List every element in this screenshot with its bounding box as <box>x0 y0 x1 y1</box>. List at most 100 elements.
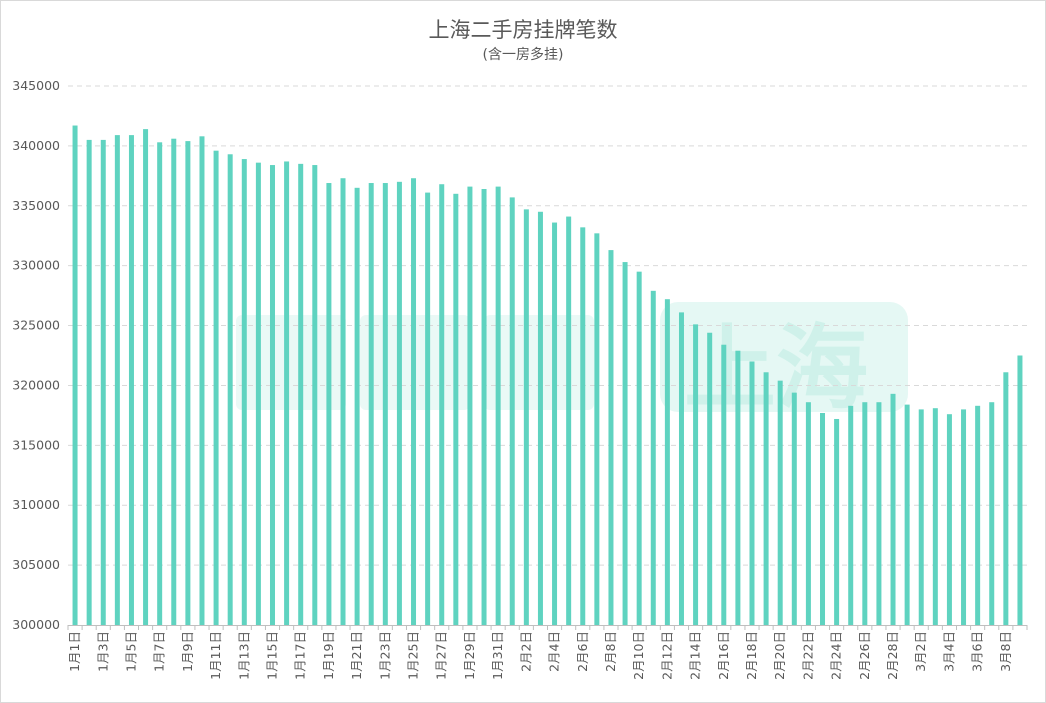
x-tick-label: 2月16日 <box>716 631 731 680</box>
y-tick-label: 320000 <box>12 377 60 392</box>
bar <box>354 187 360 625</box>
bar <box>693 324 699 625</box>
bar <box>143 129 149 625</box>
x-tick-label: 1月1日 <box>67 631 82 672</box>
x-tick-label: 2月8日 <box>603 631 618 672</box>
x-tick-label: 2月6日 <box>575 631 590 672</box>
bar <box>425 192 431 625</box>
bar <box>269 165 275 626</box>
bar <box>467 186 473 626</box>
bar <box>622 262 628 625</box>
bar <box>114 135 120 626</box>
bar <box>707 332 713 625</box>
chart-title: 上海二手房挂牌笔数 <box>428 18 618 42</box>
x-tick-label: 2月20日 <box>772 631 787 680</box>
x-tick-label: 2月18日 <box>744 631 759 680</box>
x-tick-label: 3月6日 <box>970 631 985 672</box>
y-tick-label: 340000 <box>12 138 60 153</box>
x-tick-label: 2月2日 <box>518 631 533 672</box>
x-tick-label: 1月25日 <box>406 631 421 680</box>
bar <box>326 183 332 625</box>
x-tick-label: 1月23日 <box>377 631 392 680</box>
x-tick-label: 2月4日 <box>547 631 562 672</box>
x-tick-label: 2月10日 <box>631 631 646 680</box>
bar <box>763 372 769 625</box>
bar <box>340 178 346 626</box>
x-tick-label: 3月4日 <box>941 631 956 672</box>
x-tick-label: 1月19日 <box>321 631 336 680</box>
bar <box>834 418 840 625</box>
y-tick-label: 300000 <box>12 617 60 632</box>
bar <box>777 380 783 625</box>
bar <box>735 350 741 625</box>
x-tick-label: 1月29日 <box>462 631 477 680</box>
chart-subtitle: (含一房多挂) <box>482 47 564 63</box>
x-tick-label: 2月12日 <box>659 631 674 680</box>
bar <box>566 216 572 625</box>
bar <box>636 271 642 625</box>
bar <box>298 163 304 626</box>
bar <box>411 178 417 626</box>
x-tick-label: 1月27日 <box>434 631 449 680</box>
bar <box>495 186 501 626</box>
y-tick-label: 315000 <box>12 437 60 452</box>
bar <box>171 138 177 625</box>
bar <box>890 393 896 625</box>
bar <box>721 344 727 625</box>
watermark-text: 上海 <box>684 315 868 422</box>
bar <box>904 404 910 625</box>
x-tick-label: 2月26日 <box>857 631 872 680</box>
bar <box>876 402 882 625</box>
bar <box>678 312 684 625</box>
x-tick-label: 3月8日 <box>998 631 1013 672</box>
bar <box>552 222 558 626</box>
y-tick-label: 345000 <box>12 78 60 93</box>
bar <box>961 409 967 625</box>
x-tick-label: 2月22日 <box>800 631 815 680</box>
bar <box>481 189 487 625</box>
x-tick-label: 1月17日 <box>293 631 308 680</box>
bar <box>368 183 374 625</box>
y-tick-label: 330000 <box>12 258 60 273</box>
bar <box>213 150 219 625</box>
bar <box>284 161 290 625</box>
y-tick-label: 310000 <box>12 497 60 512</box>
y-tick-label: 335000 <box>12 198 60 213</box>
bar <box>805 402 811 625</box>
x-tick-label: 1月5日 <box>123 631 138 672</box>
bar <box>918 409 924 625</box>
bar <box>946 414 952 625</box>
bar <box>312 165 318 626</box>
bar <box>594 233 600 625</box>
x-tick-label: 1月7日 <box>152 631 167 672</box>
x-tick-label: 1月21日 <box>349 631 364 680</box>
bar <box>608 250 614 625</box>
bar <box>453 193 459 626</box>
x-tick-label: 1月11日 <box>208 631 223 680</box>
y-tick-label: 305000 <box>12 557 60 572</box>
bar <box>749 361 755 625</box>
y-tick-label: 325000 <box>12 318 60 333</box>
x-tick-label: 2月14日 <box>688 631 703 680</box>
x-tick-label: 2月24日 <box>829 631 844 680</box>
bar <box>989 402 995 625</box>
bar <box>1017 355 1023 625</box>
bar <box>862 402 868 625</box>
bar <box>255 162 261 625</box>
bar <box>664 299 670 625</box>
bar <box>185 141 191 625</box>
bar <box>382 183 388 625</box>
x-tick-label: 1月15日 <box>264 631 279 680</box>
bar <box>227 154 233 625</box>
bar <box>396 181 402 625</box>
x-tick-label: 1月3日 <box>95 631 110 672</box>
bar <box>1003 372 1009 625</box>
bar <box>523 209 529 625</box>
bar <box>241 159 247 625</box>
bar <box>157 142 163 626</box>
x-tick-label: 1月9日 <box>180 631 195 672</box>
bar <box>86 139 92 625</box>
bar <box>580 227 586 625</box>
x-tick-label: 2月28日 <box>885 631 900 680</box>
bar <box>791 392 797 625</box>
